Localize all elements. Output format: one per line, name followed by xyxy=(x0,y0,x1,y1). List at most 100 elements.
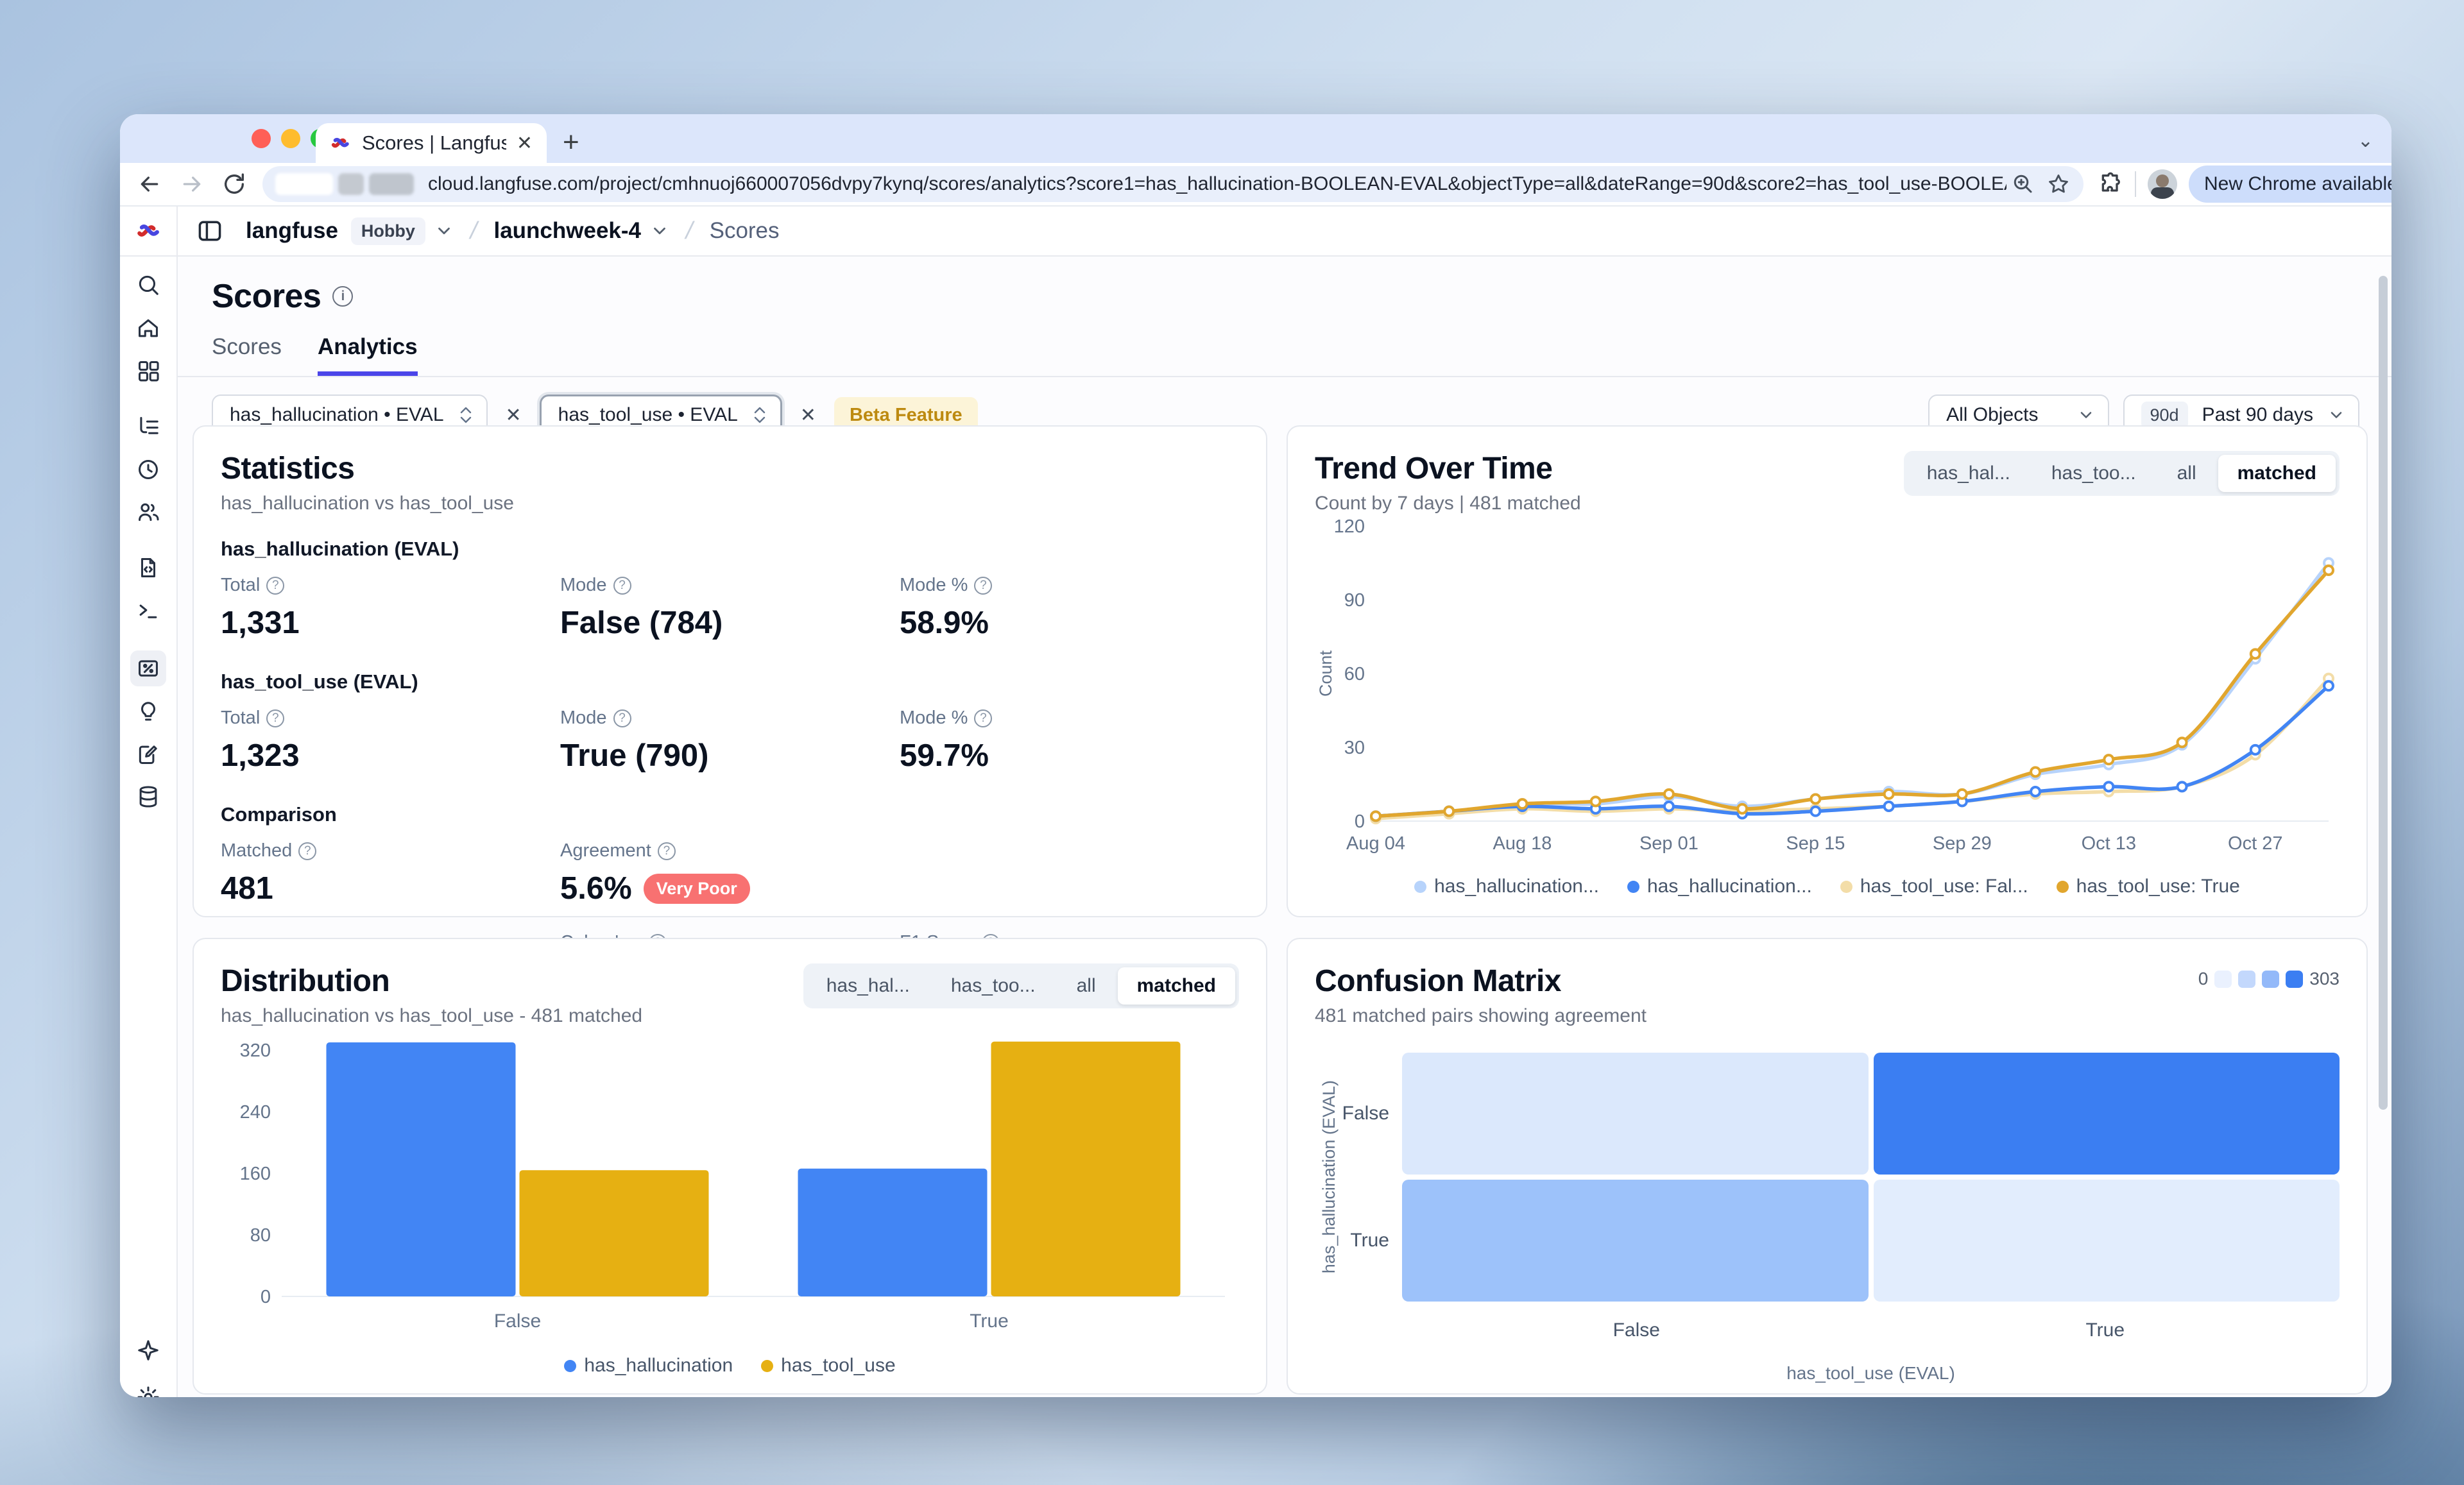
project-chevron-icon[interactable] xyxy=(650,221,669,241)
browser-tab[interactable]: Scores | Langfuse ✕ xyxy=(316,123,547,163)
scores-icon[interactable] xyxy=(130,650,166,686)
bookmark-star-icon[interactable] xyxy=(2046,172,2071,196)
help-icon[interactable]: ? xyxy=(974,576,993,595)
data-point[interactable] xyxy=(1883,788,1895,800)
data-point[interactable] xyxy=(2030,766,2042,778)
remove-score1-button[interactable]: ✕ xyxy=(505,404,522,426)
extensions-puzzle-icon[interactable] xyxy=(2098,171,2123,197)
trend-tab-all[interactable]: all xyxy=(2177,462,2196,484)
data-point[interactable] xyxy=(2323,680,2334,692)
new-tab-button[interactable]: + xyxy=(563,126,579,158)
page-tabs: Scores Analytics xyxy=(178,326,2391,377)
close-tab-icon[interactable]: ✕ xyxy=(516,132,533,154)
data-point[interactable] xyxy=(2103,781,2115,793)
data-point[interactable] xyxy=(1810,793,1822,805)
data-point[interactable] xyxy=(1663,801,1675,812)
data-point[interactable] xyxy=(2249,743,2261,756)
trend-tab-score2[interactable]: has_too... xyxy=(2051,462,2136,484)
dist-tab-score1[interactable]: has_hal... xyxy=(826,975,910,996)
statistics-title: Statistics xyxy=(221,452,355,486)
tracing-icon[interactable] xyxy=(134,412,162,441)
bar-has_hallucination-False[interactable] xyxy=(326,1042,516,1296)
page-info-icon[interactable]: i xyxy=(332,286,354,307)
data-point[interactable] xyxy=(1883,801,1895,812)
evals-icon[interactable] xyxy=(134,698,162,726)
home-icon[interactable] xyxy=(134,314,162,343)
data-point[interactable] xyxy=(2030,786,2042,797)
playground-icon[interactable] xyxy=(134,597,162,625)
data-point[interactable] xyxy=(1736,802,1749,815)
confusion-col-labels: False True xyxy=(1613,1320,2125,1341)
dist-tab-matched[interactable]: matched xyxy=(1117,967,1235,1005)
tab-search-chevron-icon[interactable]: ⌄ xyxy=(2357,130,2374,151)
data-point[interactable] xyxy=(1810,805,1822,817)
data-point[interactable] xyxy=(2249,648,2261,660)
remove-score2-button[interactable]: ✕ xyxy=(800,404,816,426)
cell-true-true[interactable] xyxy=(1873,1180,2340,1302)
datasets-icon[interactable] xyxy=(134,783,162,811)
users-icon[interactable] xyxy=(134,498,162,526)
bar-has_tool_use-True[interactable] xyxy=(991,1041,1181,1296)
confusion-subtitle: 481 matched pairs showing agreement xyxy=(1315,1005,1647,1026)
help-icon[interactable]: ? xyxy=(298,842,317,860)
tab-scores[interactable]: Scores xyxy=(212,334,282,359)
help-icon[interactable]: ? xyxy=(266,576,285,595)
data-point[interactable] xyxy=(1516,798,1528,810)
data-point[interactable] xyxy=(1663,788,1675,800)
help-icon[interactable]: ? xyxy=(613,576,631,595)
axis-tick: 60 xyxy=(1344,664,1365,684)
trend-tab-matched[interactable]: matched xyxy=(2218,455,2336,492)
prompts-icon[interactable] xyxy=(134,554,162,582)
org-chevron-icon[interactable] xyxy=(434,221,454,241)
axis-tick: 0 xyxy=(261,1287,271,1307)
reload-icon[interactable] xyxy=(221,171,247,197)
data-point[interactable] xyxy=(2323,564,2334,576)
minimize-window-button[interactable] xyxy=(281,129,300,148)
select-chevrons-icon xyxy=(754,407,765,423)
url-bar[interactable]: cloud.langfuse.com/project/cmhnuoj660007… xyxy=(262,166,2083,202)
trend-subtitle: Count by 7 days | 481 matched xyxy=(1315,493,1581,514)
trend-tab-score1[interactable]: has_hal... xyxy=(1926,462,2010,484)
bar-has_hallucination-True[interactable] xyxy=(798,1168,988,1296)
help-icon[interactable]: ? xyxy=(974,709,993,727)
whats-new-icon[interactable] xyxy=(134,1336,162,1364)
annotation-icon[interactable] xyxy=(134,740,162,768)
browser-window: Scores | Langfuse ✕ + ⌄ cloud.langfuse.c… xyxy=(120,114,2391,1397)
breadcrumb-project[interactable]: launchweek-4 xyxy=(493,218,642,243)
header-divider xyxy=(176,206,178,256)
close-window-button[interactable] xyxy=(252,129,271,148)
axis-tick: True xyxy=(970,1311,1009,1332)
data-point[interactable] xyxy=(1370,810,1382,822)
sessions-icon[interactable] xyxy=(134,455,162,484)
help-icon[interactable]: ? xyxy=(613,709,631,727)
cell-false-true[interactable] xyxy=(1873,1053,2340,1175)
statistics-subtitle: has_hallucination vs has_tool_use xyxy=(221,493,514,514)
dist-tab-score2[interactable]: has_too... xyxy=(950,975,1036,996)
data-point[interactable] xyxy=(2176,781,2188,793)
data-point[interactable] xyxy=(1443,805,1455,817)
browser-profile-avatar[interactable] xyxy=(2148,169,2177,199)
settings-icon[interactable] xyxy=(134,1383,162,1397)
sidebar-toggle-icon[interactable] xyxy=(196,217,224,245)
bar-has_tool_use-False[interactable] xyxy=(519,1170,709,1296)
back-icon[interactable] xyxy=(137,171,162,197)
dashboards-icon[interactable] xyxy=(134,357,162,385)
cell-false-false[interactable] xyxy=(1402,1053,1869,1175)
dist-tab-all[interactable]: all xyxy=(1076,975,1096,996)
breadcrumb-org[interactable]: langfuse xyxy=(246,218,338,243)
data-point[interactable] xyxy=(2176,736,2188,749)
page-scrollbar[interactable] xyxy=(2379,276,2388,1110)
chrome-update-button[interactable]: New Chrome available ⋮ xyxy=(2189,165,2391,203)
tab-analytics[interactable]: Analytics xyxy=(317,334,418,376)
zoom-icon[interactable] xyxy=(2012,173,2035,196)
help-icon[interactable]: ? xyxy=(657,842,676,860)
help-icon[interactable]: ? xyxy=(266,709,285,727)
group1-heading: has_hallucination (EVAL) xyxy=(221,538,459,560)
cell-true-false[interactable] xyxy=(1402,1180,1869,1302)
forward-icon[interactable] xyxy=(179,171,205,197)
data-point[interactable] xyxy=(2103,754,2115,766)
search-icon[interactable] xyxy=(134,271,162,299)
data-point[interactable] xyxy=(1956,788,1968,800)
data-point[interactable] xyxy=(1589,795,1602,808)
